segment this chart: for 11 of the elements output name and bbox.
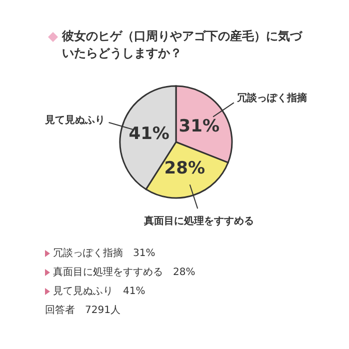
text: 真面目に処理をすすめる 28%: [53, 266, 196, 280]
text: 見て見ぬふり 41%: [53, 285, 146, 299]
text: 冗談っぽく指摘 31%: [53, 246, 156, 261]
data-label: 41%: [128, 124, 170, 144]
slice-label: 真面目に処理をすすめる: [142, 215, 254, 227]
text: 回答者 7291人: [45, 304, 120, 318]
slice-label: 見て見ぬふり: [44, 114, 106, 126]
chart-title: 彼女のヒゲ（口周りやアゴ下の産毛）に気づいたらどうしますか？: [62, 28, 304, 62]
data-label: 28%: [164, 158, 206, 179]
data-label: 31%: [178, 116, 220, 136]
slice-label: 冗談っぽく指摘: [236, 92, 308, 104]
